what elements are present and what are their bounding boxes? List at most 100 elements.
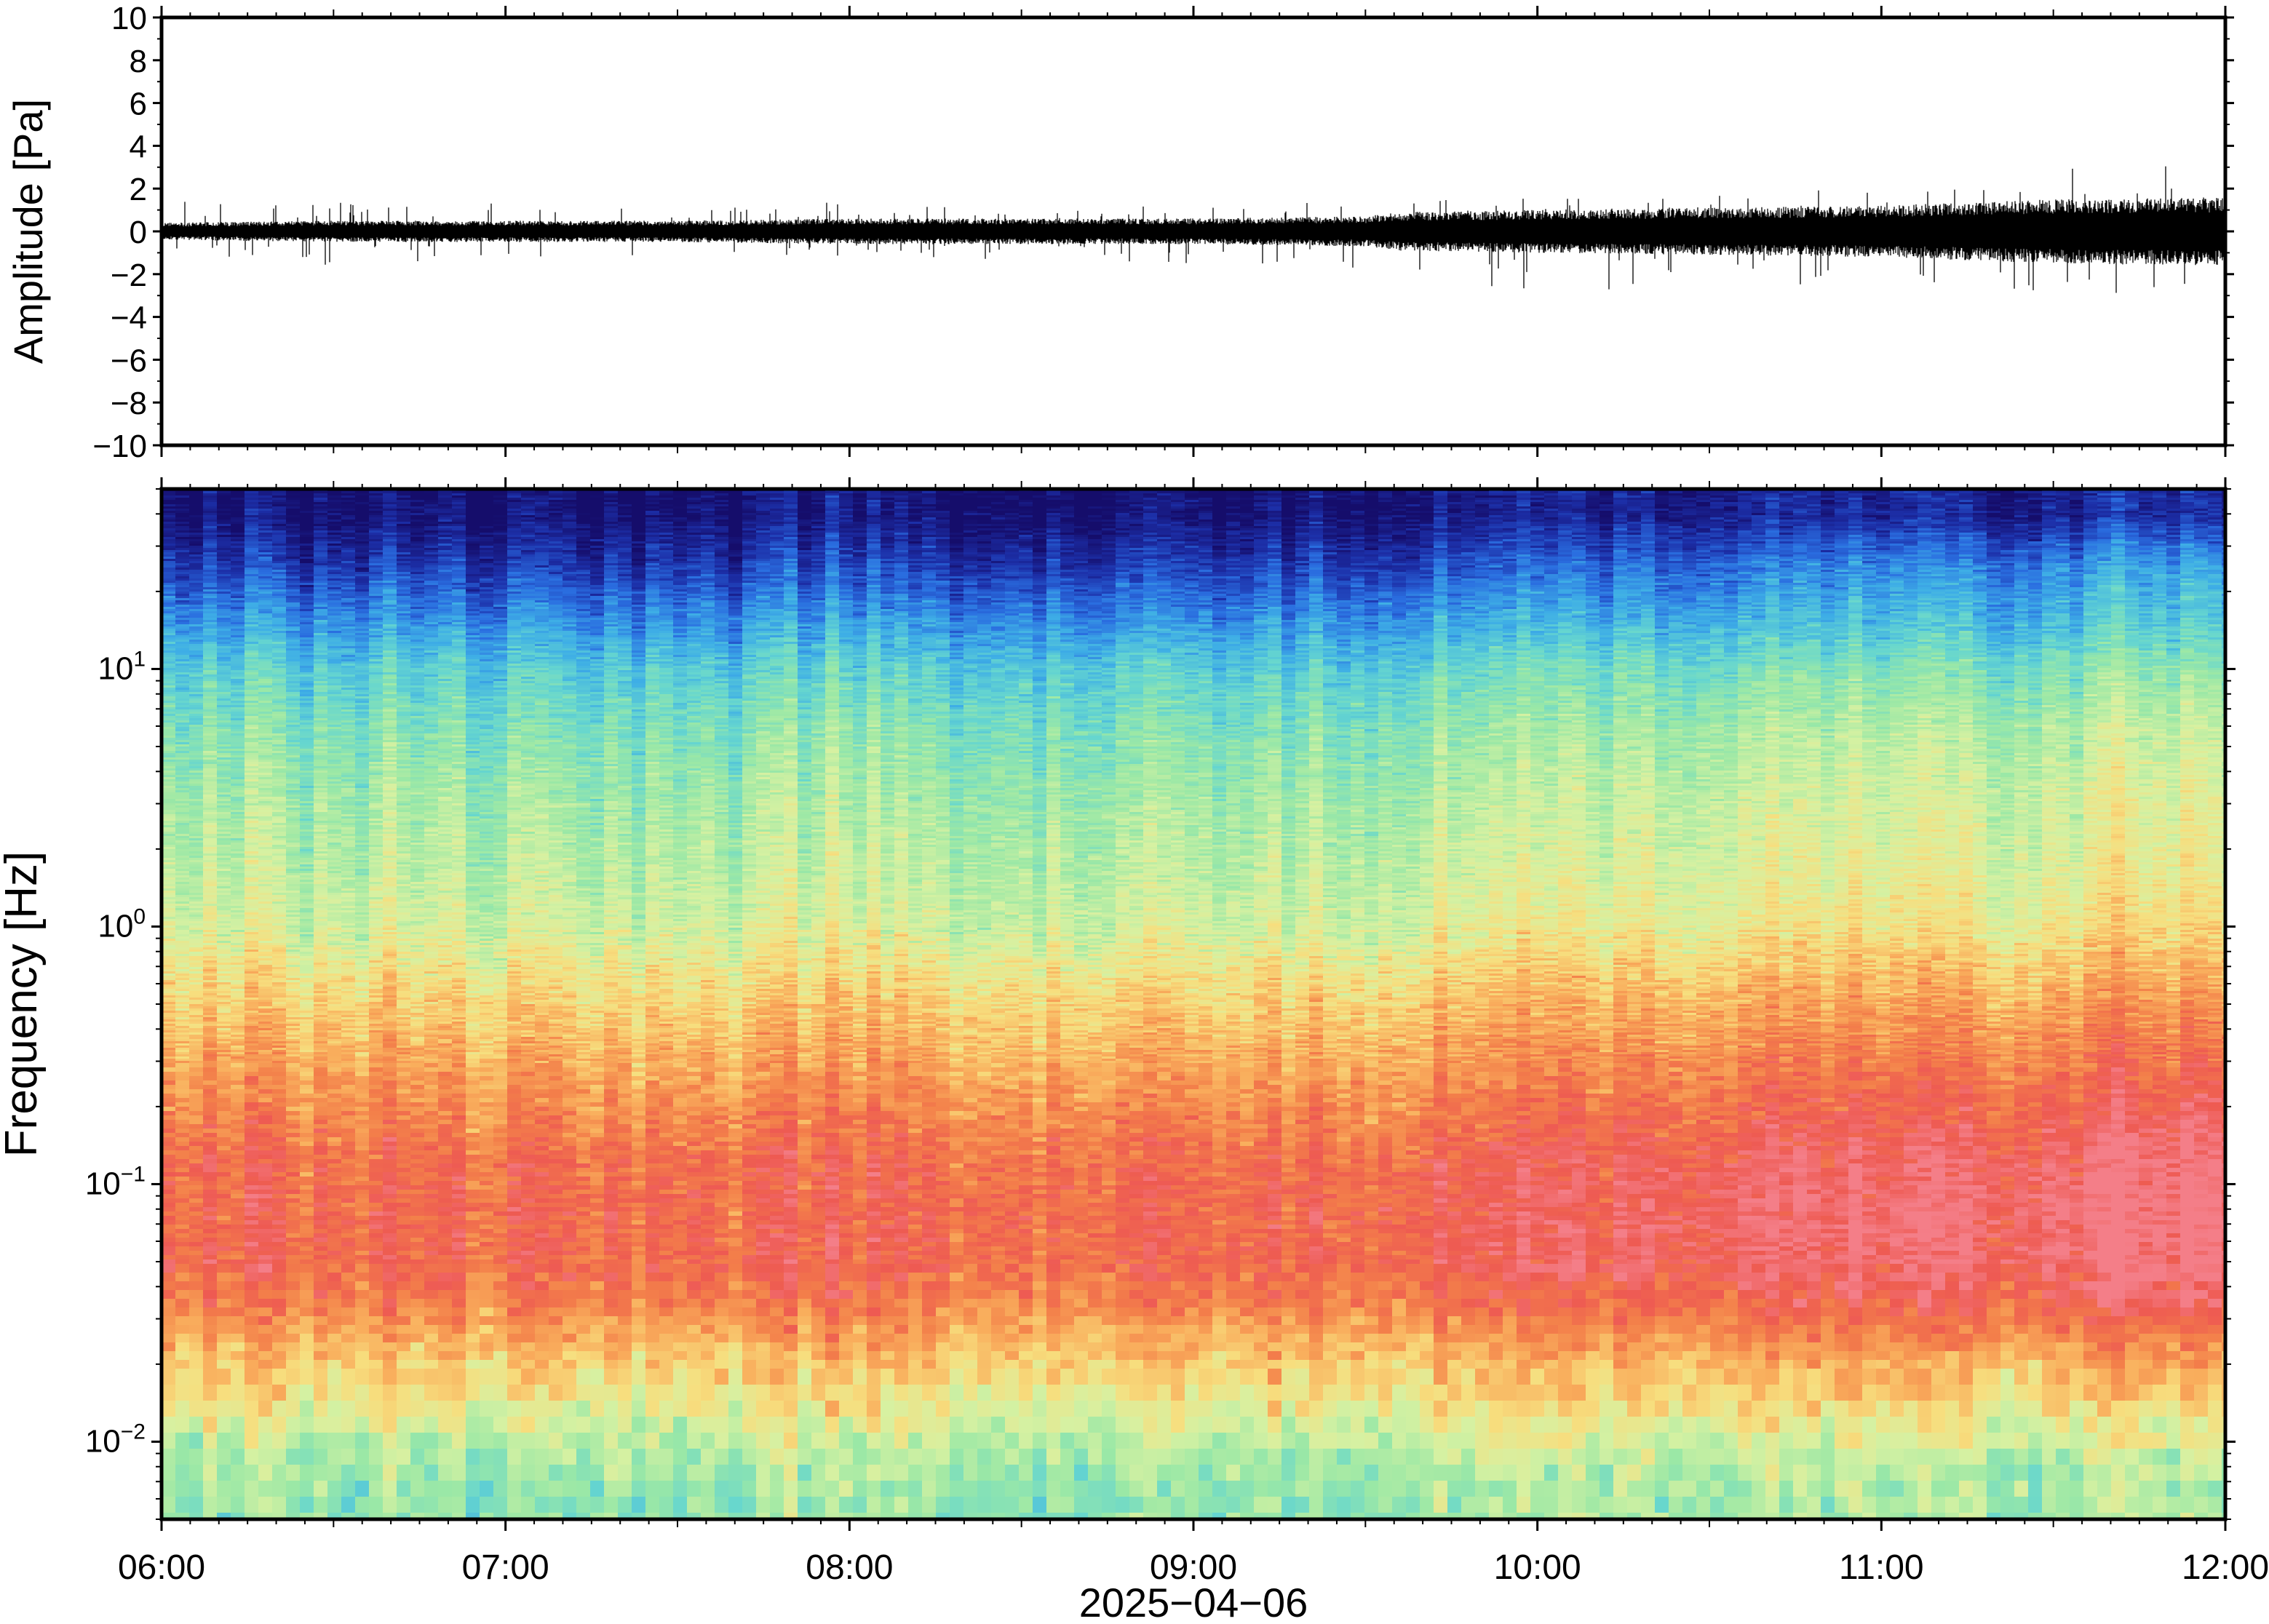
spectrogram-cell bbox=[217, 683, 231, 686]
spectrogram-cell bbox=[217, 592, 231, 594]
spectrogram-cell bbox=[231, 1273, 245, 1282]
spectrogram-cell bbox=[162, 832, 176, 835]
spectrogram-cell bbox=[203, 958, 218, 961]
spectrogram-cell bbox=[286, 1351, 301, 1361]
spectrogram-cell bbox=[175, 816, 190, 819]
spectrogram-cell bbox=[203, 1133, 218, 1138]
spectrogram-cell bbox=[341, 1089, 356, 1094]
spectrogram-cell bbox=[231, 1048, 245, 1051]
spectrogram-cell bbox=[175, 1054, 190, 1057]
spectrogram-cell bbox=[203, 1203, 218, 1208]
spectrogram-cell bbox=[175, 705, 190, 708]
spectrogram-cell bbox=[258, 1006, 273, 1009]
spectrogram-cell bbox=[245, 950, 259, 952]
spectrogram-cell bbox=[272, 1150, 287, 1155]
spectrogram-cell bbox=[245, 709, 259, 712]
spectrogram-cell bbox=[203, 829, 218, 832]
spectrogram-cell bbox=[245, 690, 259, 693]
spectrogram-cell bbox=[258, 1177, 273, 1182]
spectrogram-cell bbox=[258, 775, 273, 778]
spectrogram-cell bbox=[175, 533, 190, 536]
spectrogram-cell bbox=[162, 650, 176, 653]
spectrogram-cell bbox=[162, 509, 176, 512]
spectrogram-cell bbox=[175, 954, 190, 957]
spectrogram-cell bbox=[189, 1150, 204, 1155]
spectrogram-cell bbox=[175, 550, 190, 553]
spectrogram-cell bbox=[162, 694, 176, 697]
spectrogram-cell bbox=[203, 843, 218, 845]
spectrogram-cell bbox=[175, 965, 190, 968]
spectrogram-cell bbox=[272, 1207, 287, 1212]
spectrogram-cell bbox=[245, 799, 259, 802]
spectrogram-cell bbox=[217, 570, 231, 573]
spectrogram-cell bbox=[162, 991, 176, 994]
spectrogram-cell bbox=[341, 1246, 356, 1251]
spectrogram-cell bbox=[231, 827, 245, 830]
spectrogram-cell bbox=[231, 541, 245, 544]
spectrogram-cell bbox=[189, 899, 204, 902]
spectrogram-cell bbox=[189, 659, 204, 662]
spectrogram-cell bbox=[189, 757, 204, 760]
spectrogram-cell bbox=[245, 528, 259, 531]
spectrogram-cell bbox=[175, 1220, 190, 1225]
spectrogram-cell bbox=[245, 808, 259, 811]
spectrogram-cell bbox=[217, 753, 231, 756]
spectrogram-cell bbox=[175, 864, 190, 867]
spectrogram-cell bbox=[272, 1342, 287, 1352]
spectrogram-cell bbox=[217, 718, 231, 721]
spectrogram-cell bbox=[258, 899, 273, 902]
spectrogram-cell bbox=[231, 1190, 245, 1195]
spectrogram-cell bbox=[175, 934, 190, 937]
spectrogram-cell bbox=[245, 1013, 259, 1016]
spectrogram-cell bbox=[258, 875, 273, 878]
spectrogram-cell bbox=[162, 681, 176, 684]
spectrogram-cell bbox=[245, 616, 259, 618]
spectrogram-cell bbox=[314, 1290, 328, 1299]
spectrogram-cell bbox=[175, 1002, 190, 1005]
spectrogram-cell bbox=[217, 856, 231, 859]
spectrogram-cell bbox=[286, 1401, 301, 1417]
spectrogram-cell bbox=[175, 877, 190, 880]
spectrogram-cell bbox=[245, 926, 259, 928]
spectrogram-cell bbox=[231, 655, 245, 658]
spectrogram-cell bbox=[272, 1264, 287, 1273]
spectrogram-cell bbox=[217, 629, 231, 632]
spectrogram-cell bbox=[189, 1433, 204, 1449]
spectrogram-cell bbox=[258, 843, 273, 845]
spectrogram-cell bbox=[175, 616, 190, 618]
spectrogram-cell bbox=[231, 974, 245, 976]
spectrogram-cell bbox=[162, 602, 176, 605]
spectrogram-cell bbox=[162, 1067, 176, 1072]
spectrogram-cell bbox=[258, 998, 273, 1000]
spectrogram-cell bbox=[175, 1177, 190, 1182]
spectrogram-cell bbox=[203, 609, 218, 612]
spectrogram-cell bbox=[175, 537, 190, 540]
spectrogram-cell bbox=[258, 618, 273, 621]
spectrogram-cell bbox=[231, 491, 245, 494]
spectrogram-cell bbox=[217, 520, 231, 522]
spectrogram-cell bbox=[175, 1159, 190, 1164]
spectrogram-cell bbox=[175, 703, 190, 706]
spectrogram-cell bbox=[203, 775, 218, 778]
spectrogram-cell bbox=[231, 947, 245, 950]
spectrogram-cell bbox=[245, 1207, 259, 1212]
spectrogram-cell bbox=[175, 526, 190, 529]
spectrogram-cell bbox=[286, 1089, 301, 1094]
spectrogram-cell bbox=[175, 504, 190, 507]
spectrogram-cell bbox=[162, 594, 176, 597]
spectrogram-cell bbox=[175, 982, 190, 985]
spectrogram-cell bbox=[203, 640, 218, 642]
spectrogram-cell bbox=[231, 598, 245, 601]
spectrogram-cell bbox=[175, 744, 190, 747]
spectrogram-cell bbox=[203, 544, 218, 546]
spectrogram-cell bbox=[231, 757, 245, 760]
spectrogram-cell bbox=[175, 491, 190, 494]
spectrogram-cell bbox=[189, 932, 204, 935]
spectrogram-cell bbox=[245, 982, 259, 985]
spectrogram-cell bbox=[162, 731, 176, 734]
spectrogram-cell bbox=[189, 539, 204, 542]
spectrogram-cell bbox=[231, 945, 245, 948]
spectrogram-cell bbox=[189, 869, 204, 872]
spectrogram-cell bbox=[314, 1067, 328, 1072]
spectrogram-cell bbox=[314, 1220, 328, 1225]
